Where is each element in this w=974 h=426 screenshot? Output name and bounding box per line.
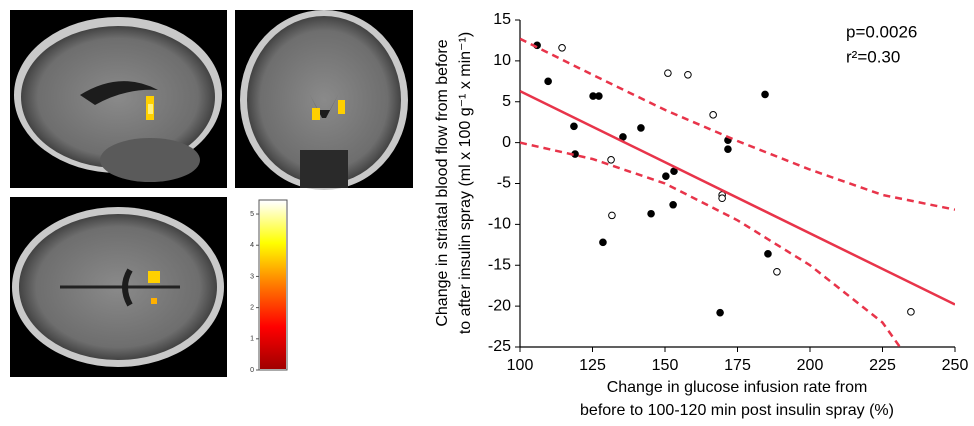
scatter-plot: Change in glucose infusion rate from bef… (434, 11, 968, 419)
data-point (663, 173, 670, 180)
data-point (765, 251, 772, 258)
data-point (717, 309, 724, 316)
data-point (596, 93, 603, 100)
colorbar-tick-label: 4 (250, 242, 254, 249)
data-point (545, 78, 552, 85)
data-point (638, 125, 645, 132)
y-tick-label: -10 (488, 216, 511, 233)
y-tick-label: 15 (493, 11, 511, 28)
x-tick-label: 250 (942, 357, 969, 374)
data-point (571, 123, 578, 130)
data-point (710, 112, 717, 119)
annotation: p=0.0026 (846, 22, 917, 41)
data-point (559, 44, 566, 51)
regression-line (520, 91, 955, 304)
colorbar-tick-label: 3 (250, 273, 254, 280)
x-axis-label: Change in glucose infusion rate from (607, 379, 868, 396)
data-point (600, 239, 607, 246)
data-point (774, 268, 781, 275)
y-tick-label: -25 (488, 338, 511, 355)
data-point (719, 195, 726, 202)
coronal-mri (235, 10, 413, 190)
y-tick-label: -15 (488, 256, 511, 273)
y-tick-label: 0 (502, 134, 511, 151)
x-tick-label: 200 (797, 357, 824, 374)
data-point (725, 146, 732, 153)
y-tick-label: -5 (497, 175, 511, 192)
data-point (648, 210, 655, 217)
x-tick-label: 175 (724, 357, 751, 374)
data-point (685, 71, 692, 78)
annotation: r²=0.30 (846, 47, 900, 66)
data-point (665, 70, 672, 77)
x-tick-label: 150 (652, 357, 679, 374)
colorbar: 0 1 2 3 4 5 (250, 200, 287, 374)
colorbar-tick-label: 2 (250, 304, 254, 311)
y-axis-label: to after insulin spray (ml x 100 g⁻¹ x m… (457, 32, 474, 334)
x-tick-label: 100 (507, 357, 534, 374)
data-point (670, 201, 677, 208)
data-point (908, 309, 915, 316)
confidence-band (520, 143, 900, 347)
figure: 0 1 2 3 4 5 Change in glucose infusion rate f… (0, 0, 974, 426)
data-point (608, 156, 615, 163)
data-point (762, 91, 769, 98)
x-tick-label: 125 (579, 357, 606, 374)
x-tick-label: 225 (869, 357, 896, 374)
colorbar-tick-label: 1 (250, 336, 254, 343)
colorbar-tick-label: 5 (250, 211, 254, 218)
colorbar-fill (260, 201, 286, 369)
sagittal-mri (10, 10, 227, 188)
y-tick-label: 10 (493, 52, 511, 69)
axial-mri (10, 197, 227, 377)
y-axis-label: Change in striatal blood flow from befor… (434, 39, 451, 326)
colorbar-tick-label: 0 (250, 367, 254, 374)
y-tick-label: -20 (488, 297, 511, 314)
x-axis-label: before to 100-120 min post insulin spray… (580, 402, 894, 419)
data-point (609, 212, 616, 219)
y-tick-label: 5 (502, 93, 511, 110)
